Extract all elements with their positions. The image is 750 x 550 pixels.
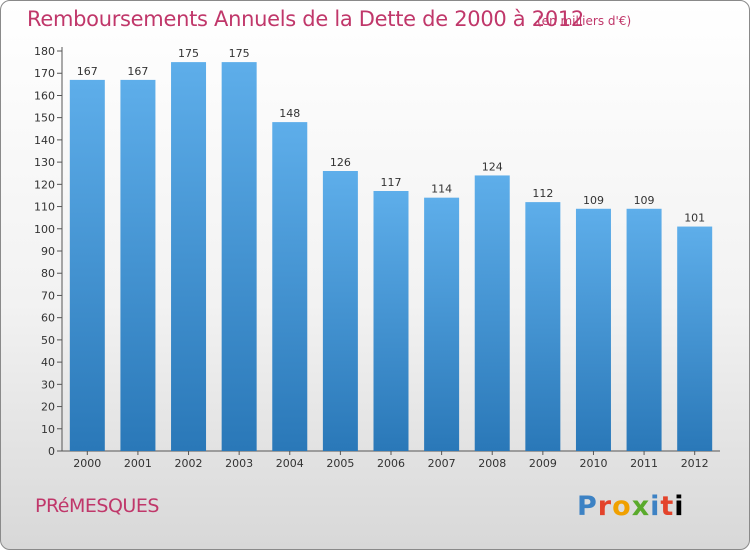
x-tick-label: 2003 [225,457,253,470]
proxiti-logo[interactable]: Proxiti [577,491,685,522]
y-tick-label: 160 [34,89,55,102]
y-tick-label: 10 [41,423,55,436]
y-tick-label: 30 [41,378,55,391]
bar [677,226,713,451]
commune-name: PRéMESQUES [35,495,159,517]
bar-data-label: 175 [229,47,250,60]
bar [474,175,510,451]
x-tick-label: 2001 [124,457,152,470]
y-tick-label: 140 [34,134,55,147]
x-tick-label: 2011 [630,457,658,470]
x-tick-label: 2008 [478,457,506,470]
y-tick-label: 0 [48,445,55,458]
bar-data-label: 167 [127,65,148,78]
bar-data-label: 167 [77,65,98,78]
bar [424,197,460,451]
bar-data-label: 101 [684,212,705,225]
bar [575,208,611,451]
bar-data-label: 112 [532,187,553,200]
y-tick-label: 100 [34,223,55,236]
bar-data-label: 148 [279,107,300,120]
x-tick-label: 2012 [681,457,709,470]
y-tick-label: 50 [41,334,55,347]
bar [69,79,105,451]
x-tick-label: 2009 [529,457,557,470]
bar-data-label: 175 [178,47,199,60]
y-tick-label: 40 [41,356,55,369]
y-tick-label: 60 [41,312,55,325]
bar [373,191,409,451]
bar-data-label: 117 [381,176,402,189]
bar [525,202,561,451]
bar [171,62,207,451]
y-tick-label: 110 [34,201,55,214]
bar [322,171,358,451]
x-tick-label: 2002 [175,457,203,470]
bar [626,208,662,451]
chart-unit-label: (en milliers d'€) [537,14,632,28]
y-tick-label: 150 [34,112,55,125]
bar-data-label: 109 [583,194,604,207]
bar-data-label: 109 [634,194,655,207]
x-tick-label: 2007 [428,457,456,470]
y-tick-label: 170 [34,67,55,80]
chart-title: Remboursements Annuels de la Dette de 20… [27,7,584,31]
y-tick-label: 70 [41,289,55,302]
bar-data-label: 124 [482,160,503,173]
bar-data-label: 114 [431,183,452,196]
bar-data-label: 126 [330,156,351,169]
bar-chart: 0 10 20 30 40 50 60 70 80 90 100 110 120 130 140 150 160… [34,45,720,470]
chart-axes: 0 10 20 30 40 50 60 70 80 90 100 110 120 130 140 150 160… [34,45,720,470]
y-tick-label: 80 [41,267,55,280]
y-tick-label: 130 [34,156,55,169]
x-tick-label: 2006 [377,457,405,470]
chart-bars: 167 167 175 175 148 126 117 114 124 112 109 109 101 [69,47,713,451]
y-tick-label: 90 [41,245,55,258]
x-tick-label: 2005 [326,457,354,470]
bar [120,79,156,451]
y-tick-label: 20 [41,401,55,414]
x-tick-label: 2000 [73,457,101,470]
x-tick-label: 2010 [579,457,607,470]
x-tick-label: 2004 [276,457,304,470]
y-tick-label: 180 [34,45,55,58]
bar [272,122,308,451]
y-tick-label: 120 [34,178,55,191]
bar [221,62,257,451]
